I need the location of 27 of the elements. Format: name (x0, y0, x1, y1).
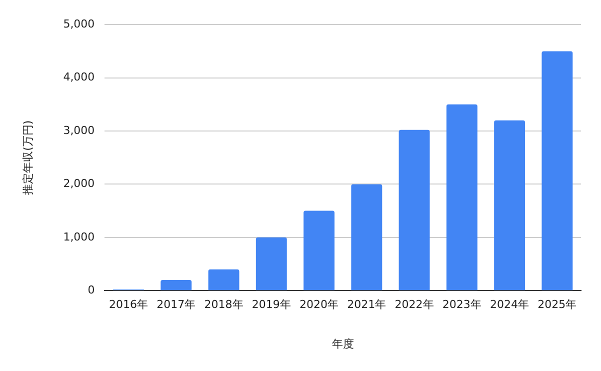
bar (351, 184, 382, 290)
x-tick-label: 2017年 (156, 298, 196, 312)
bar (542, 51, 573, 290)
bar (160, 280, 192, 290)
y-tick-label: 2,000 (63, 177, 95, 190)
x-axis-title: 年度 (332, 337, 354, 350)
y-tick-label: 5,000 (63, 17, 95, 30)
x-tick-label: 2016年 (109, 298, 148, 312)
bar (256, 237, 287, 290)
x-tick-label: 2019年 (252, 298, 291, 312)
y-tick-label: 3,000 (63, 124, 95, 137)
y-tick-label: 1,000 (63, 230, 95, 244)
x-tick-label: 2025年 (538, 298, 577, 312)
bar (304, 210, 335, 290)
x-tick-label: 2024年 (490, 298, 530, 312)
x-tick-label: 2022年 (394, 298, 434, 312)
x-tick-label: 2021年 (347, 298, 386, 312)
x-tick-label: 2023年 (442, 298, 482, 312)
y-axis-title: 推定年収(万円) (21, 120, 34, 195)
bar (494, 120, 526, 290)
bar (398, 130, 430, 290)
bar (446, 104, 478, 290)
bar (208, 269, 240, 290)
x-tick-label: 2018年 (204, 298, 244, 312)
y-tick-label: 4,000 (63, 70, 95, 84)
x-tick-label: 2020年 (300, 298, 339, 312)
y-tick-label: 0 (88, 283, 95, 296)
